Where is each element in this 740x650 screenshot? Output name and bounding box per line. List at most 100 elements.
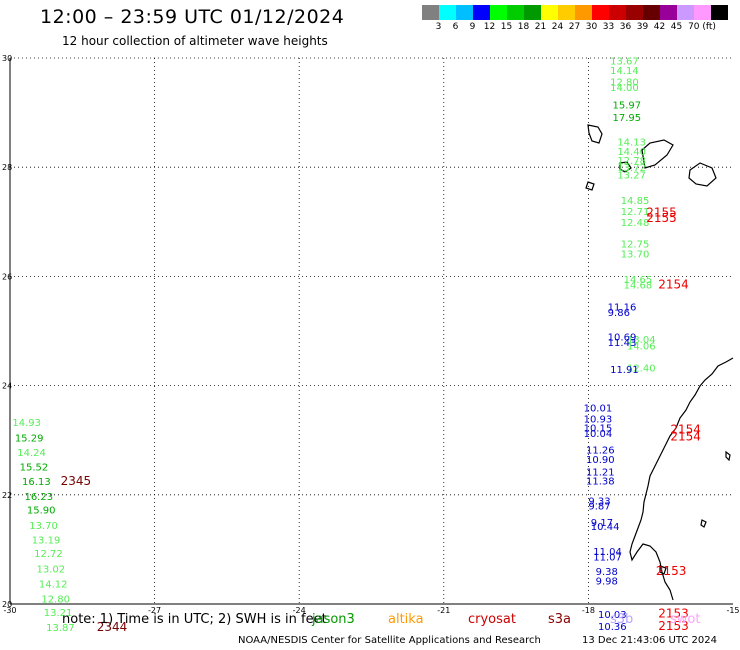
swh-value-label: 13.04 — [627, 335, 656, 346]
footer-timestamp: 13 Dec 21:43:06 UTC 2024 — [582, 635, 717, 646]
pass-id-label: 2154 — [670, 422, 701, 436]
axis-tick-labels: -30 -27 -24 -21 -18 -15 30 28 26 24 22 20 — [2, 54, 740, 615]
legend-s3a: s3a — [548, 612, 572, 627]
swh-value-label: 13.19 — [32, 536, 61, 547]
canary-island-3 — [641, 139, 674, 169]
jason-swh-labels: 13.6714.1412.8014.0015.9717.9514.1314.40… — [12, 57, 655, 634]
scale-label: 33 — [602, 22, 615, 32]
scale-swatch — [660, 5, 677, 20]
swh-value-label: 10.36 — [598, 622, 627, 633]
swh-value-label: 10.69 — [608, 332, 637, 343]
swh-value-label: 17.95 — [613, 113, 642, 124]
swh-value-label: 12.48 — [621, 218, 650, 229]
swh-value-label: 15.52 — [20, 462, 49, 473]
pass-id-labels-darkred: 2345 2344 — [61, 474, 128, 634]
x-tick-label: -18 — [582, 606, 595, 615]
swh-value-label: 13.21 — [44, 608, 73, 619]
y-tick-label: 24 — [2, 382, 12, 391]
y-tick-label: 30 — [2, 54, 12, 63]
scale-label: 24 — [551, 22, 564, 32]
scale-label: 12 — [483, 22, 496, 32]
pass-id-label: 2153 — [656, 564, 687, 578]
scale-label: 42 — [653, 22, 666, 32]
scale-swatch — [541, 5, 558, 20]
swh-value-label: 12.80 — [41, 595, 70, 606]
swh-value-label: 14.68 — [624, 281, 653, 292]
swh-value-label: 14.14 — [610, 66, 639, 77]
scale-swatch — [575, 5, 592, 20]
scale-label: 39 — [636, 22, 649, 32]
scale-label: 27 — [568, 22, 581, 32]
swh-value-label: 14.13 — [617, 138, 646, 149]
scale-swatch — [524, 5, 541, 20]
scale-label: 70 (ft) — [688, 22, 716, 32]
pass-id-label: 2155 — [646, 206, 677, 220]
scale-swatch — [439, 5, 456, 20]
pass-id-label: 2345 — [61, 474, 92, 488]
blue-swh-labels: 11.169.8610.6911.4311.9110.0110.9310.151… — [584, 302, 639, 632]
y-tick-label: 28 — [2, 163, 12, 172]
scale-swatch — [558, 5, 575, 20]
scale-swatch — [422, 5, 439, 20]
scale-swatch — [711, 5, 728, 20]
swh-value-label: 10.04 — [584, 429, 613, 440]
swh-value-label: 10.44 — [591, 522, 620, 533]
swh-value-label: 16.13 — [22, 477, 51, 488]
island-east-2 — [700, 519, 707, 528]
plot-frame — [9, 57, 733, 605]
grid-lines — [10, 58, 733, 604]
canary-island-2 — [619, 161, 632, 173]
scale-label: 6 — [452, 22, 459, 32]
swh-value-label: 11.43 — [608, 338, 637, 349]
scale-swatch — [677, 5, 694, 20]
swh-value-label: 12.40 — [627, 364, 656, 375]
swh-value-label: 9.86 — [608, 308, 630, 319]
swh-value-label: 14.93 — [12, 418, 41, 429]
swh-value-label: 14.00 — [610, 83, 639, 94]
swh-value-label: 11.38 — [586, 477, 615, 488]
swh-value-label: 11.16 — [608, 302, 637, 313]
swh-value-label: 14.06 — [627, 342, 656, 353]
swh-value-label: 13.72 — [617, 163, 646, 174]
swh-value-label: 11.04 — [593, 547, 622, 558]
swh-value-label: 11.26 — [586, 445, 615, 456]
swh-value-label: 9.33 — [588, 496, 610, 507]
swh-value-label: 13.70 — [621, 249, 650, 260]
swh-value-label: 9.17 — [591, 518, 613, 529]
footer-credit: NOAA/NESDIS Center for Satellite Applica… — [238, 635, 541, 646]
swh-value-label: 9.87 — [588, 502, 610, 513]
swh-value-label: 13.87 — [46, 623, 75, 634]
pass-id-label: 2154 — [670, 429, 701, 443]
swh-value-label: 16.23 — [24, 492, 53, 503]
swh-value-label: 10.93 — [584, 414, 613, 425]
y-tick-label: 26 — [2, 272, 12, 281]
swh-value-label: 10.01 — [584, 403, 613, 414]
swh-value-label: 12.72 — [34, 549, 63, 560]
scale-swatch — [490, 5, 507, 20]
coastal-islet — [659, 565, 667, 575]
swh-value-label: 15.97 — [613, 100, 642, 111]
page-title: 12:00 – 23:59 UTC 01/12/2024 — [40, 6, 345, 28]
swh-value-label: 14.65 — [624, 275, 653, 286]
swh-value-label: 14.12 — [39, 579, 68, 590]
swh-value-label: 12.71 — [621, 207, 650, 218]
swh-value-label: 11.91 — [610, 365, 639, 376]
swh-value-label: 12.78 — [617, 156, 646, 167]
swh-value-label: 13.27 — [617, 170, 646, 181]
pass-id-label: 2344 — [97, 620, 128, 634]
swh-value-label: 11.21 — [586, 467, 615, 478]
canary-island-4 — [688, 162, 717, 187]
legend-swot: swot — [670, 612, 701, 627]
scale-swatch — [609, 5, 626, 20]
swh-value-label: 10.90 — [586, 455, 615, 466]
scale-label: 9 — [469, 22, 476, 32]
legend-cryosat: cryosat — [468, 612, 516, 627]
scale-swatch — [456, 5, 473, 20]
y-tick-label: 22 — [2, 491, 12, 500]
scale-label: 21 — [534, 22, 547, 32]
swh-value-label: 14.40 — [617, 147, 646, 158]
swh-value-label: 14.85 — [621, 196, 650, 207]
x-tick-label: -24 — [293, 606, 306, 615]
swh-value-label: 13.02 — [37, 565, 66, 576]
